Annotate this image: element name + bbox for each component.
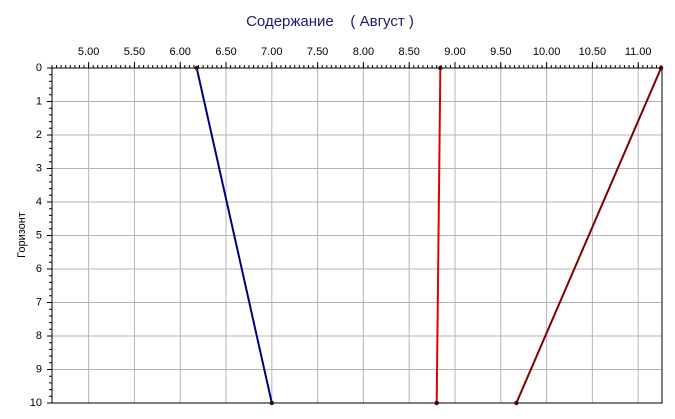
- y-tick-label: 6: [36, 263, 42, 275]
- point: [514, 400, 519, 406]
- x-tick-label: 11.00: [625, 46, 652, 58]
- x-tick-label: 5.50: [124, 46, 145, 58]
- y-tick-label: 4: [36, 196, 42, 208]
- y-tick-label: 0: [36, 62, 42, 74]
- y-tick-label: 7: [36, 296, 42, 308]
- series-line: [515, 67, 663, 404]
- y-axis-label: Горизонт: [16, 212, 28, 258]
- x-tick-label: 10.50: [579, 46, 607, 58]
- plot-frame: [51, 67, 663, 404]
- point: [194, 65, 199, 71]
- point: [434, 400, 439, 406]
- series-line: [195, 67, 273, 404]
- y-tick-label: 8: [36, 330, 42, 342]
- point: [438, 65, 443, 71]
- y-tick-label: 2: [36, 129, 42, 141]
- x-tick-label: 7.50: [307, 46, 328, 58]
- x-tick-label: 8.00: [353, 46, 374, 58]
- x-tick-label: 6.00: [170, 46, 191, 58]
- x-tick-label: 6.50: [215, 46, 236, 58]
- y-tick-label: 1: [36, 95, 42, 107]
- x-tick-label: 9.00: [444, 46, 465, 58]
- x-tick-label: 9.50: [490, 46, 511, 58]
- y-tick-label: 5: [36, 229, 42, 241]
- point: [269, 400, 275, 406]
- series-line: [435, 67, 442, 404]
- chart-title: Содержание ( Август ): [246, 13, 414, 30]
- y-tick-label: 10: [30, 397, 42, 409]
- point: [658, 65, 664, 71]
- x-tick-label: 10.00: [533, 46, 561, 58]
- y-tick-label: 3: [36, 162, 42, 174]
- x-tick-label: 8.50: [398, 46, 419, 58]
- x-tick-label: 5.00: [78, 46, 99, 58]
- minor-ticks: [49, 65, 662, 404]
- x-tick-label: 7.00: [261, 46, 282, 58]
- y-tick-label: 9: [36, 363, 42, 375]
